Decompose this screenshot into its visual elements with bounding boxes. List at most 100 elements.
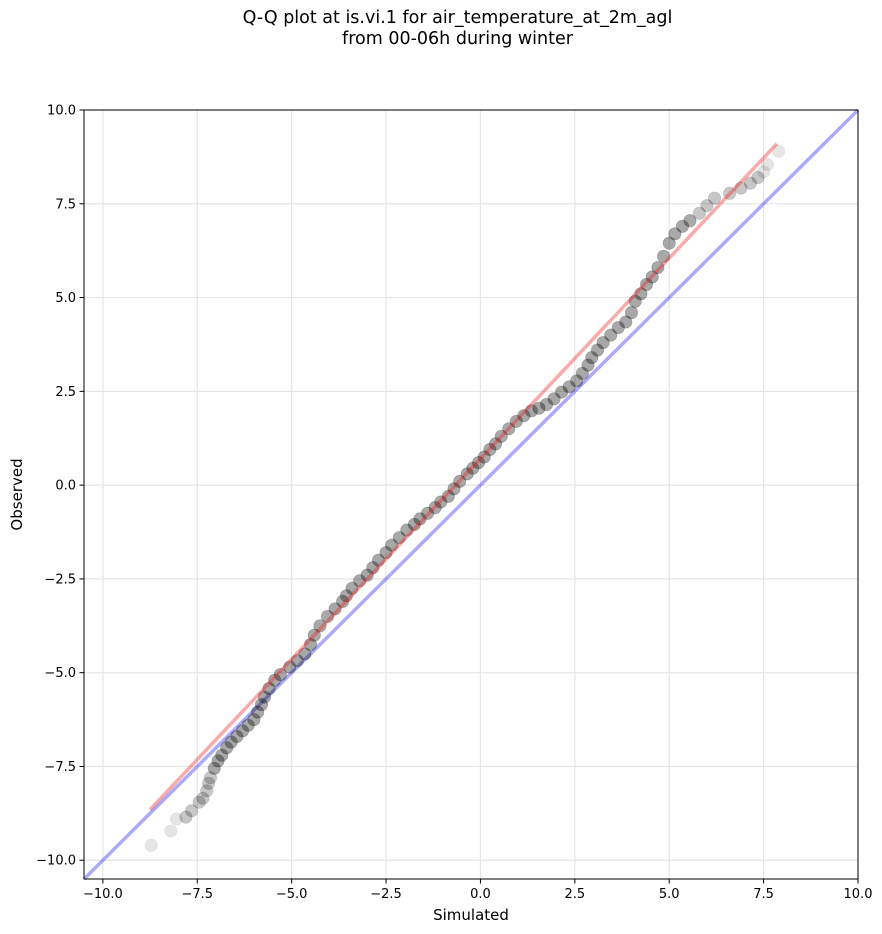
data-point: [634, 287, 648, 301]
y-tick-label: −7.5: [44, 760, 76, 775]
data-point: [683, 214, 697, 228]
chart-title-line-1: Q-Q plot at is.vi.1 for air_temperature_…: [242, 8, 673, 28]
data-point: [192, 795, 206, 809]
data-point: [494, 429, 508, 443]
data-point: [434, 495, 448, 509]
data-point: [751, 170, 765, 185]
data-point: [471, 456, 486, 470]
data-point: [211, 754, 225, 768]
data-point: [200, 784, 214, 798]
data-point: [692, 206, 707, 220]
data-point: [562, 380, 576, 394]
y-tick-label: −2.5: [44, 572, 76, 587]
data-point: [379, 546, 393, 560]
data-point: [772, 144, 786, 158]
data-point: [447, 482, 461, 496]
data-point: [303, 637, 318, 652]
data-point: [662, 236, 676, 250]
data-point: [624, 305, 639, 320]
data-point: [220, 741, 234, 755]
data-point: [477, 450, 491, 464]
reference-line-group: [82, 108, 860, 881]
data-point: [723, 186, 737, 200]
data-point: [700, 199, 714, 213]
axis-ticks: −10.0 −7.5 −5.0 −2.5 0.0 2.5 5.0 7.5 10.0 −10.0 −7…: [36, 104, 872, 903]
data-point: [164, 824, 178, 838]
data-point: [251, 705, 265, 719]
x-tick-label: −10.0: [83, 887, 123, 902]
data-point: [628, 294, 642, 308]
data-point: [460, 467, 474, 481]
data-point: [254, 697, 269, 712]
y-tick-label: −5.0: [44, 666, 76, 681]
data-point: [547, 392, 561, 406]
data-point: [407, 517, 421, 532]
chart-title: Q-Q plot at is.vi.1 for air_temperature_…: [0, 8, 882, 50]
data-point: [144, 838, 158, 852]
x-tick-label: 2.5: [564, 887, 585, 902]
data-point: [320, 609, 335, 624]
data-point: [581, 358, 595, 372]
scatter-points: [144, 144, 786, 852]
data-point: [428, 501, 442, 515]
plot-frame: [83, 109, 859, 880]
data-point: [675, 219, 690, 233]
data-point: [196, 791, 210, 805]
y-tick-label: 7.5: [55, 197, 76, 212]
x-tick-label: 10.0: [844, 887, 873, 902]
x-axis-label: Simulated: [433, 906, 509, 924]
data-point: [413, 512, 427, 526]
y-tick-label: 0.0: [55, 479, 76, 494]
data-point: [639, 277, 654, 292]
y-tick-label: 2.5: [55, 385, 76, 400]
data-point: [298, 647, 312, 661]
data-point: [570, 374, 584, 388]
data-point: [532, 401, 546, 415]
x-tick-label: 0.0: [470, 887, 491, 902]
data-point: [241, 718, 255, 732]
data-point: [743, 176, 757, 190]
data-point: [707, 191, 722, 205]
data-point: [757, 165, 771, 179]
data-point: [441, 489, 455, 503]
data-point: [575, 366, 589, 380]
data-point: [392, 531, 406, 545]
data-point: [466, 461, 480, 475]
data-point: [555, 385, 569, 399]
x-tick-label: 7.5: [753, 887, 774, 902]
data-point: [509, 414, 523, 428]
data-point: [262, 681, 276, 696]
data-point: [339, 589, 354, 603]
data-point: [203, 771, 218, 785]
y-axis-label: Observed: [8, 458, 26, 530]
data-point: [201, 776, 216, 790]
data-point: [345, 581, 359, 595]
reference-line: [82, 108, 860, 881]
data-point: [502, 422, 516, 436]
fit-line-group: [148, 142, 779, 811]
data-point: [230, 729, 244, 744]
data-point: [539, 397, 554, 412]
data-point: [336, 594, 350, 609]
y-tick-label: 10.0: [47, 104, 76, 119]
data-point: [360, 568, 374, 582]
data-point: [185, 804, 199, 818]
data-point: [224, 735, 238, 749]
x-tick-label: 5.0: [659, 887, 680, 902]
data-point: [585, 350, 599, 365]
data-point: [353, 574, 367, 588]
fit-line: [148, 142, 779, 811]
data-point: [371, 553, 386, 567]
chart-title-line-2: from 00-06h during winter: [342, 29, 573, 49]
data-point: [215, 748, 229, 762]
data-point: [453, 474, 467, 488]
data-point: [590, 343, 605, 357]
data-point: [273, 667, 287, 682]
x-tick-label: −2.5: [370, 887, 402, 902]
data-point: [385, 538, 399, 552]
data-point: [268, 673, 282, 687]
data-point: [611, 320, 625, 335]
data-point: [313, 619, 327, 633]
y-tick-label: 5.0: [55, 291, 76, 306]
data-point: [760, 157, 774, 171]
